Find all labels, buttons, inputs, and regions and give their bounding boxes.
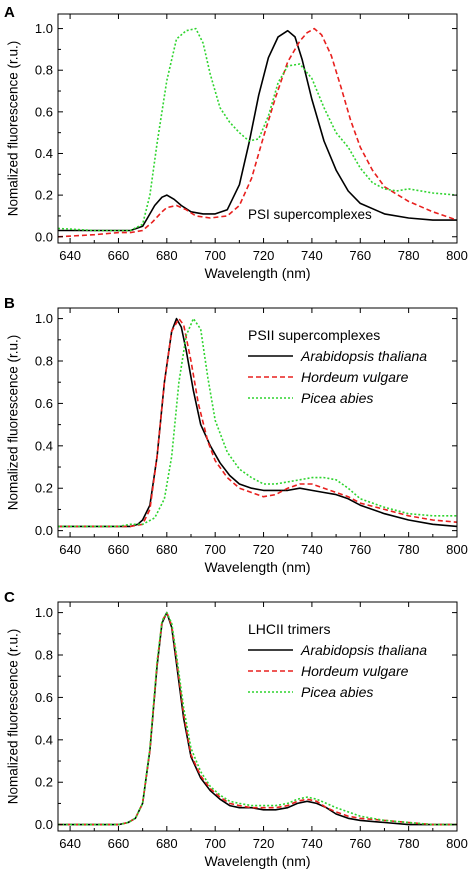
y-axis-title: Nomalized fluorescence (r.u.) <box>6 335 21 511</box>
x-tick-label: 680 <box>156 248 178 263</box>
legend-label-1: Arabidopsis thaliana <box>300 642 427 658</box>
plot-frame <box>57 307 458 538</box>
x-tick-label: 660 <box>108 836 130 851</box>
legend: LHCII trimers Arabidopsis thaliana Hordeum… <box>248 621 427 700</box>
x-tick-label: 660 <box>108 248 130 263</box>
x-tick-label: 700 <box>204 836 226 851</box>
y-tick-label: 0.6 <box>35 690 53 705</box>
legend-label-3: Picea abies <box>301 684 373 700</box>
x-tick-label: 640 <box>59 542 81 557</box>
y-tick-label: 0.2 <box>35 188 53 203</box>
y-tick-label: 0.4 <box>35 438 53 453</box>
x-tick-label: 780 <box>398 248 420 263</box>
plot-frame <box>57 601 458 832</box>
panel-a: 640 660 680 700 720 740 760 780 800 0.0 0.2 0.4 0.6 0… <box>4 4 468 281</box>
legend-label-1: Arabidopsis thaliana <box>300 348 427 364</box>
x-tick-label: 700 <box>204 542 226 557</box>
panel-label: C <box>4 589 15 606</box>
y-tick-label: 0.4 <box>35 732 53 747</box>
y-tick-label: 1.0 <box>35 311 53 326</box>
y-tick-label: 0.4 <box>35 146 53 161</box>
y-tick-label: 0.8 <box>35 354 53 369</box>
y-tick-label: 0.0 <box>35 523 53 538</box>
y-axis-title: Nomalized fluorescence (r.u.) <box>6 629 21 805</box>
y-tick-label: 1.0 <box>35 21 53 36</box>
x-tick-label: 800 <box>446 542 468 557</box>
x-tick-label: 640 <box>59 248 81 263</box>
y-tick-label: 0.0 <box>35 229 53 244</box>
x-tick-label: 740 <box>301 836 323 851</box>
legend-label-3: Picea abies <box>301 390 373 406</box>
x-tick-label: 740 <box>301 542 323 557</box>
panel-c: 640 660 680 700 720 740 760 780 800 0.0 0.2 0.4 0.6 0… <box>4 589 468 869</box>
x-tick-label: 640 <box>59 836 81 851</box>
y-tick-label: 0.0 <box>35 817 53 832</box>
legend-label-2: Hordeum vulgare <box>301 663 409 679</box>
panel-annotation: PSI supercomplexes <box>248 207 372 222</box>
x-tick-label: 680 <box>156 542 178 557</box>
y-axis-title: Nomalized fluorescence (r.u.) <box>6 41 21 217</box>
series-line-3 <box>58 317 457 528</box>
x-tick-label: 660 <box>108 542 130 557</box>
plot-frame <box>57 13 458 244</box>
panel-label: B <box>4 295 15 312</box>
x-tick-label: 800 <box>446 836 468 851</box>
series-line-2 <box>58 317 458 528</box>
series-line-3 <box>57 27 458 232</box>
x-tick-label: 780 <box>398 542 420 557</box>
series-line-3 <box>58 611 457 826</box>
x-tick-label: 760 <box>349 542 371 557</box>
x-axis-title: Wavelength (nm) <box>204 559 310 575</box>
y-tick-label: 0.8 <box>35 648 53 663</box>
y-tick-label: 0.6 <box>35 396 53 411</box>
x-tick-label: 760 <box>349 836 371 851</box>
x-tick-label: 760 <box>349 248 371 263</box>
x-tick-label: 740 <box>301 248 323 263</box>
legend-title: LHCII trimers <box>248 621 330 637</box>
series-line-2 <box>58 611 457 826</box>
legend-title: PSII supercomplexes <box>248 327 380 343</box>
y-tick-label: 0.8 <box>35 63 53 78</box>
x-axis-title: Wavelength (nm) <box>204 265 310 281</box>
y-tick-label: 0.6 <box>35 104 53 119</box>
legend: PSII supercomplexes Arabidopsis thaliana H… <box>248 327 427 406</box>
x-tick-label: 780 <box>398 836 420 851</box>
y-tick-label: 1.0 <box>35 605 53 620</box>
x-tick-label: 680 <box>156 836 178 851</box>
series-line-1 <box>58 29 457 232</box>
panel-b: 640 660 680 700 720 740 760 780 800 0.0 0.2 0.4 0.6 0… <box>4 295 468 575</box>
x-axis-title: Wavelength (nm) <box>204 853 310 869</box>
x-tick-label: 720 <box>253 836 275 851</box>
legend-label-2: Hordeum vulgare <box>301 369 409 385</box>
x-tick-label: 800 <box>446 248 468 263</box>
panel-label: A <box>4 4 15 21</box>
x-tick-label: 720 <box>253 248 275 263</box>
y-tick-label: 0.2 <box>35 481 53 496</box>
x-tick-label: 700 <box>204 248 226 263</box>
series-line-1 <box>58 317 458 528</box>
y-tick-label: 0.2 <box>35 775 53 790</box>
x-tick-label: 720 <box>253 542 275 557</box>
series-line-2 <box>57 27 458 238</box>
